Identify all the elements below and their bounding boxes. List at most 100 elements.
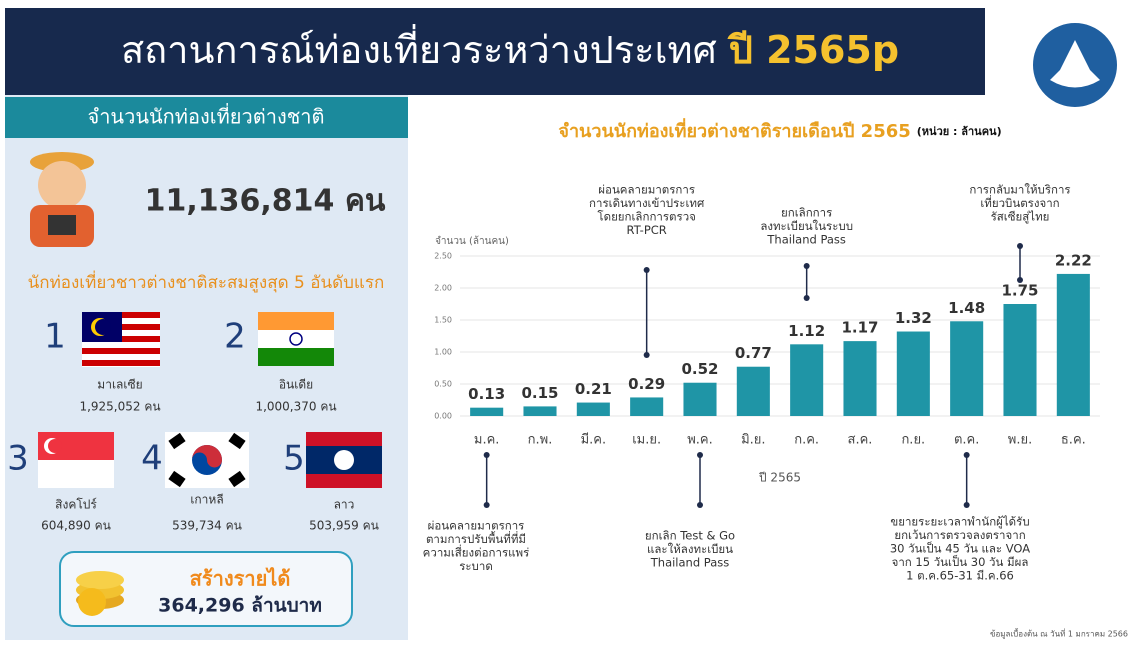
header-title: สถานการณ์ท่องเที่ยวระหว่างประเทศ ปี 2565p — [121, 24, 899, 72]
x-tick-label: เม.ย. — [632, 433, 661, 448]
value-label: 0.13 — [468, 385, 505, 403]
income-label: สร้างรายได้ — [190, 567, 291, 591]
x-tick-label: ก.ค. — [794, 433, 819, 448]
logo-ship — [1050, 40, 1100, 88]
value-label: 0.15 — [521, 384, 558, 402]
country-value: 503,959 คน — [309, 519, 379, 533]
bar — [843, 341, 877, 416]
total-visitors: 11,136,814 คน — [145, 184, 386, 219]
bar — [736, 366, 770, 416]
annotation-text: รัสเซียสู่ไทย — [991, 210, 1050, 224]
country-name: เกาหลี — [190, 493, 223, 507]
x-tick-label: พ.ค. — [687, 433, 713, 448]
annotation-text: การกลับมาให้บริการ — [969, 183, 1070, 197]
annotation-text: Thailand Pass — [650, 556, 730, 570]
title-main: สถานการณ์ท่องเที่ยวระหว่างประเทศ — [121, 24, 717, 72]
income-box — [59, 551, 353, 627]
annotation-text: โดยยกเลิกการตรวจ — [597, 210, 695, 224]
annotation-text: การเดินทางเข้าประเทศ — [589, 196, 705, 210]
bar — [523, 406, 557, 416]
annotation-text: 30 วันเป็น 45 วัน และ VOA — [890, 541, 1030, 556]
x-tick-label: ก.พ. — [528, 433, 553, 448]
annotation-text: ขยายระยะเวลาพำนักผู้ได้รับ — [890, 515, 1029, 529]
rank: 1 — [44, 317, 66, 357]
annotation-text: ระบาด — [459, 559, 493, 573]
value-label: 1.32 — [895, 309, 932, 327]
rank: 2 — [224, 317, 246, 357]
y-tick-label: 2.50 — [434, 252, 452, 261]
country-name: ลาว — [334, 498, 355, 512]
bar — [470, 407, 504, 416]
annotation-dot — [803, 263, 810, 269]
title-year: ปี 2565p — [727, 28, 899, 72]
bar — [683, 382, 717, 416]
flag-korea — [165, 432, 249, 488]
rank: 3 — [7, 439, 29, 479]
y-axis-label: จำนวน (ล้านคน) — [435, 235, 509, 247]
value-label: 1.17 — [841, 319, 878, 337]
x-tick-label: ก.ย. — [901, 433, 925, 448]
flag-malaysia — [82, 312, 160, 367]
bar — [1003, 304, 1037, 416]
top-heading: นักท่องเที่ยวชาวต่างชาติสะสมสูงสุด 5 อัน… — [28, 270, 385, 293]
chart-title-main: จำนวนนักท่องเที่ยวต่างชาติรายเดือนปี 256… — [558, 118, 910, 142]
x-tick-label: มิ.ย. — [741, 433, 765, 448]
value-label: 2.22 — [1055, 251, 1092, 269]
x-tick-label: ธ.ค. — [1061, 433, 1086, 448]
annotation-text: ยกเว้นการตรวจลงตราจาก — [894, 528, 1025, 542]
annotation-text: ตามการปรับพื้นที่ที่มี — [426, 531, 526, 546]
value-label: 0.52 — [681, 360, 718, 378]
country-value: 1,000,370 คน — [255, 400, 336, 414]
x-axis-label: ปี 2565 — [758, 471, 801, 485]
value-label: 1.12 — [788, 322, 825, 340]
y-tick-label: 1.50 — [434, 316, 452, 325]
x-tick-label: ส.ค. — [848, 433, 873, 448]
annotation-dot — [483, 502, 490, 508]
annotation-text: เที่ยวบินตรงจาก — [980, 195, 1059, 210]
annotation-dot — [963, 502, 970, 508]
annotation-text: 1 ต.ค.65-31 มี.ค.66 — [906, 569, 1014, 583]
country-value: 1,925,052 คน — [79, 400, 160, 414]
chart-title: จำนวนนักท่องเที่ยวต่างชาติรายเดือนปี 256… — [558, 118, 1001, 142]
annotation-dot — [697, 502, 703, 508]
annotation-dot — [963, 452, 970, 458]
country-name: มาเลเซีย — [97, 378, 142, 392]
annotation-dot — [803, 295, 810, 301]
annotation-dot — [643, 352, 650, 358]
x-tick-label: ต.ค. — [954, 433, 979, 448]
flag-india — [258, 312, 334, 366]
annotation-dot — [697, 452, 703, 458]
y-tick-label: 0.50 — [434, 380, 452, 389]
country-value: 604,890 คน — [41, 519, 111, 533]
value-label: 0.77 — [735, 344, 772, 362]
value-label: 1.75 — [1001, 282, 1038, 300]
annotation-text: ลงทะเบียนในระบบ — [760, 219, 853, 233]
country-name: อินเดีย — [279, 378, 313, 392]
chart-unit: (หน่วย : ล้านคน) — [917, 125, 1002, 138]
coins-icon — [76, 571, 124, 616]
country-name: สิงคโปร์ — [55, 498, 97, 512]
bar — [576, 402, 610, 416]
panel-heading-bar — [5, 97, 408, 138]
x-tick-label: มี.ค. — [581, 432, 607, 448]
bar — [630, 397, 664, 416]
bar — [1056, 273, 1090, 416]
x-tick-label: พ.ย. — [1008, 433, 1032, 448]
annotation-dot — [483, 452, 490, 458]
annotation-text: ผ่อนคลายมาตรการ — [598, 183, 695, 197]
footnote: ข้อมูลเบื้องต้น ณ วันที่ 1 มกราคม 2566 — [990, 628, 1128, 640]
country-value: 539,734 คน — [172, 519, 242, 533]
annotation-dot — [1017, 277, 1023, 283]
value-label: 0.21 — [575, 380, 612, 398]
annotation-text: และให้ลงทะเบียน — [647, 542, 733, 556]
panel-heading: จำนวนนักท่องเที่ยวต่างชาติ — [87, 103, 324, 129]
annotation-text: Thailand Pass — [766, 233, 846, 247]
header-band — [5, 8, 985, 95]
value-label: 0.29 — [628, 375, 665, 393]
traveler-icon — [30, 152, 94, 247]
annotation-text: ความเสี่ยงต่อการแพร่ — [423, 545, 530, 560]
annotation-text: ยกเลิกการ — [781, 206, 832, 220]
flag-singapore — [38, 432, 114, 488]
value-label: 1.48 — [948, 299, 985, 317]
